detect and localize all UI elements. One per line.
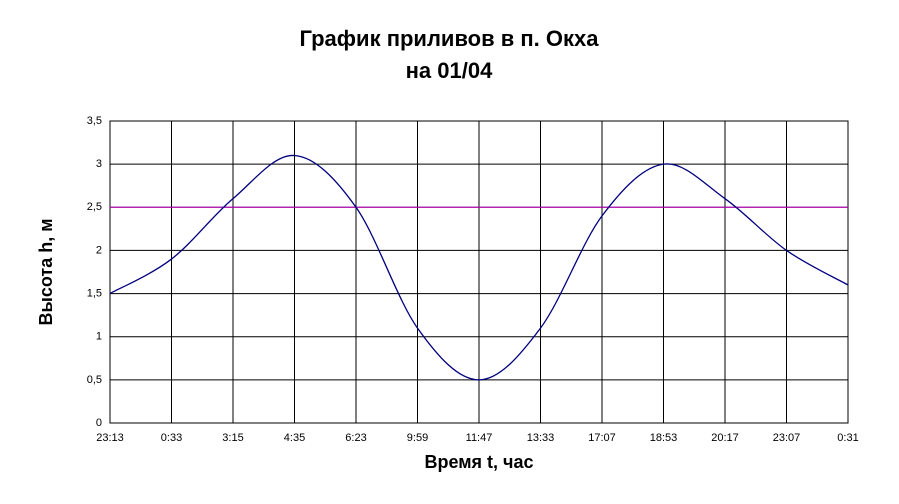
y-axis-title: Высота h, м xyxy=(36,218,56,325)
y-tick-label: 0,5 xyxy=(87,374,102,386)
chart-subtitle: на 01/04 xyxy=(406,58,493,83)
chart-title: График приливов в п. Окха xyxy=(299,26,599,51)
x-tick-label: 0:33 xyxy=(161,432,182,444)
x-tick-label: 11:47 xyxy=(466,432,493,444)
x-tick-label: 18:53 xyxy=(650,432,678,444)
y-tick-label: 2 xyxy=(96,244,102,256)
y-tick-label: 0 xyxy=(96,417,102,429)
x-tick-label: 20:17 xyxy=(711,432,739,444)
x-axis-title: Время t, час xyxy=(424,452,533,472)
y-tick-label: 2,5 xyxy=(87,201,102,213)
y-tick-label: 3,5 xyxy=(87,115,102,127)
x-tick-label: 3:15 xyxy=(222,432,243,444)
x-tick-label: 13:33 xyxy=(527,432,555,444)
y-tick-label: 1 xyxy=(96,331,102,343)
plot-border xyxy=(109,120,849,424)
y-tick-label: 1,5 xyxy=(87,287,102,299)
x-tick-label: 6:23 xyxy=(345,432,366,444)
data-line xyxy=(109,154,849,381)
x-tick-label: 23:13 xyxy=(96,432,124,444)
x-tick-label: 17:07 xyxy=(588,432,616,444)
x-tick-label: 23:07 xyxy=(773,432,801,444)
x-tick-label: 9:59 xyxy=(407,432,428,444)
x-tick-label: 0:31 xyxy=(837,432,858,444)
y-tick-label: 3 xyxy=(96,158,102,170)
x-tick-label: 4:35 xyxy=(284,432,305,444)
